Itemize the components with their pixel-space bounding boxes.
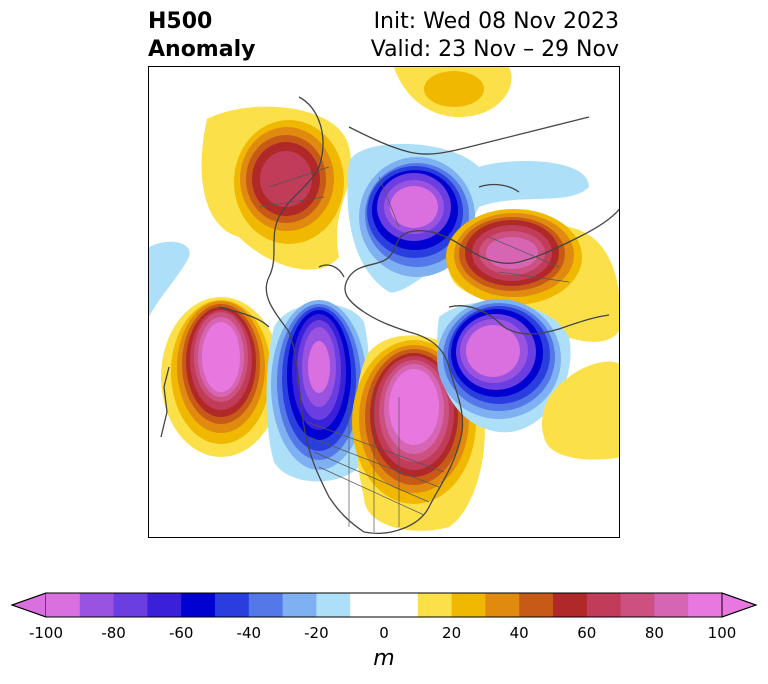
colorbar-outline — [10, 592, 758, 618]
colorbar-cell — [620, 593, 655, 617]
colorbar-cell — [79, 593, 115, 617]
map-title-left: H500 Anomaly — [148, 8, 255, 64]
colorbar-tick-label: -100 — [28, 624, 64, 642]
coastlines — [160, 96, 619, 534]
colorbar-cell — [113, 593, 148, 617]
map-title-right: Init: Wed 08 Nov 2023 Valid: 23 Nov – 29… — [371, 8, 619, 64]
negative-anomaly-arctic — [347, 143, 589, 293]
colorbar-cell — [181, 593, 216, 617]
colorbar-cell — [350, 593, 385, 617]
colorbar-cell — [215, 593, 250, 617]
negative-anomaly-west-na — [266, 300, 370, 482]
colorbar-tick-label: -40 — [236, 624, 262, 642]
valid-period: Valid: 23 Nov – 29 Nov — [370, 37, 619, 62]
negative-anomaly-atlantic — [437, 299, 571, 433]
positive-anomaly-canada — [201, 106, 352, 270]
colorbar-cell — [147, 593, 182, 617]
colorbar-cell — [654, 593, 689, 617]
anomaly-map-svg — [149, 67, 619, 534]
colorbar-tick-label: 40 — [509, 624, 529, 642]
colorbar-cell — [417, 593, 453, 617]
colorbar-extend-max — [721, 592, 758, 618]
colorbar-tick-label: 100 — [707, 624, 737, 642]
positive-anomaly-pacific — [161, 297, 281, 457]
positive-anomaly-north — [394, 67, 512, 117]
positive-anomaly-siberia — [446, 209, 619, 342]
colorbar-cell — [519, 593, 554, 617]
colorbar-cell — [46, 593, 81, 617]
colorbar-tick-label: -60 — [168, 624, 194, 642]
title-variable: H500 — [148, 9, 213, 34]
colorbar-extend-min — [10, 592, 47, 618]
colorbar-cell — [485, 593, 520, 617]
colorbar-tick-label: 0 — [379, 624, 389, 642]
colorbar-cell — [282, 593, 317, 617]
anomaly-map — [148, 66, 620, 538]
negative-anomaly-west-edge — [149, 241, 190, 317]
title-field: Anomaly — [148, 37, 256, 62]
colorbar-tick-label: -80 — [101, 624, 126, 642]
colorbar-unit: m — [373, 646, 395, 671]
colorbar-cell — [384, 593, 419, 617]
colorbar-tick-label: 20 — [442, 624, 462, 642]
colorbar-cell — [316, 593, 351, 617]
positive-anomaly-east-atlantic — [541, 361, 619, 460]
colorbar-tick-label: -20 — [304, 624, 329, 642]
colorbar-cell — [248, 593, 284, 617]
colorbar-cell — [553, 593, 588, 617]
colorbar — [10, 592, 758, 618]
init-time: Init: Wed 08 Nov 2023 — [373, 9, 619, 34]
colorbar-cell — [688, 593, 723, 617]
colorbar-tick-label: 60 — [577, 624, 597, 642]
colorbar-cell — [586, 593, 622, 617]
state-borders — [258, 166, 570, 532]
colorbar-cell — [451, 593, 486, 617]
colorbar-cells — [10, 592, 758, 618]
colorbar-tick-label: 80 — [644, 624, 664, 642]
colorbar-tick-labels: -100 -80 -60 -40 -20 0 20 40 60 80 100 — [0, 624, 768, 644]
